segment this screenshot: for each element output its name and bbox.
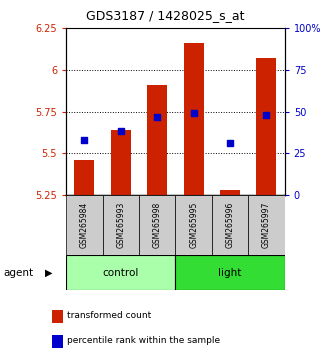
Text: ▶: ▶ (45, 268, 52, 278)
Bar (257, 58, 276, 195)
Text: GDS3187 / 1428025_s_at: GDS3187 / 1428025_s_at (86, 9, 245, 22)
Bar (212, 195, 248, 255)
Text: light: light (218, 268, 242, 278)
Bar (175, 255, 285, 290)
Point (191, 110, 196, 116)
Bar (147, 85, 167, 195)
Point (82, 137, 87, 143)
Text: percentile rank within the sample: percentile rank within the sample (67, 336, 220, 345)
Text: GSM265997: GSM265997 (262, 201, 271, 248)
Bar (175, 195, 212, 255)
Point (118, 129, 123, 134)
Text: transformed count: transformed count (67, 311, 152, 320)
Point (227, 140, 233, 146)
Text: GSM265998: GSM265998 (153, 202, 162, 248)
Bar (139, 195, 175, 255)
Text: control: control (103, 268, 139, 278)
Bar (220, 190, 240, 195)
Point (155, 114, 160, 119)
Text: GSM265984: GSM265984 (80, 202, 89, 248)
Bar (52, 335, 63, 348)
Bar (52, 310, 63, 323)
Text: GSM265995: GSM265995 (189, 201, 198, 248)
Bar (184, 43, 204, 195)
Bar (111, 130, 131, 195)
Point (264, 112, 269, 118)
Bar (74, 160, 94, 195)
Bar (248, 195, 285, 255)
Bar (66, 255, 175, 290)
Bar (103, 195, 139, 255)
Text: agent: agent (3, 268, 33, 278)
Bar (66, 195, 103, 255)
Text: GSM265993: GSM265993 (116, 201, 125, 248)
Text: GSM265996: GSM265996 (225, 201, 235, 248)
